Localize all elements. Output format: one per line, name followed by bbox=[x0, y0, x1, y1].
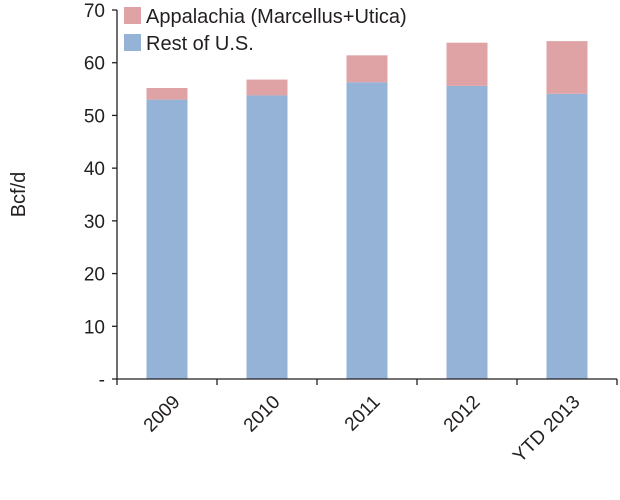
bar-appalachia-2009 bbox=[146, 88, 188, 100]
legend-label: Rest of U.S. bbox=[146, 33, 254, 55]
y-tick-label: 50 bbox=[84, 106, 105, 127]
bar-appalachia-2011 bbox=[346, 55, 388, 83]
x-tick-label: 2009 bbox=[140, 392, 185, 437]
bar-rest-of-us-ytd-2013 bbox=[546, 93, 588, 380]
legend-swatch bbox=[124, 7, 141, 24]
axes bbox=[116, 10, 617, 380]
y-tick-label: - bbox=[99, 370, 105, 391]
y-axis-title: Bcf/d bbox=[8, 172, 30, 218]
legend-label: Appalachia (Marcellus+Utica) bbox=[146, 6, 407, 28]
bar-rest-of-us-2010 bbox=[246, 95, 288, 379]
x-tick-label: YTD 2013 bbox=[509, 392, 584, 467]
bar-appalachia-ytd-2013 bbox=[546, 41, 588, 94]
legend-swatch bbox=[124, 34, 141, 51]
x-tick-label: 2012 bbox=[440, 392, 485, 437]
x-tick-label: 2011 bbox=[341, 392, 385, 436]
legend: Appalachia (Marcellus+Utica) Rest of U.S. bbox=[124, 6, 407, 55]
y-tick-label: 60 bbox=[84, 54, 105, 75]
bar-appalachia-2010 bbox=[246, 79, 288, 96]
bar-rest-of-us-2012 bbox=[446, 85, 488, 379]
y-tick-label: 20 bbox=[84, 265, 105, 286]
bars bbox=[146, 41, 588, 380]
bar-rest-of-us-2009 bbox=[146, 99, 188, 379]
x-tick-label: 2010 bbox=[240, 392, 285, 437]
y-tick-label: 70 bbox=[84, 1, 105, 22]
y-tick-label: 30 bbox=[84, 212, 105, 233]
bar-appalachia-2012 bbox=[446, 42, 488, 86]
y-tick-label: 40 bbox=[84, 159, 105, 180]
y-tick-label: 10 bbox=[84, 317, 105, 338]
bar-rest-of-us-2011 bbox=[346, 82, 388, 380]
